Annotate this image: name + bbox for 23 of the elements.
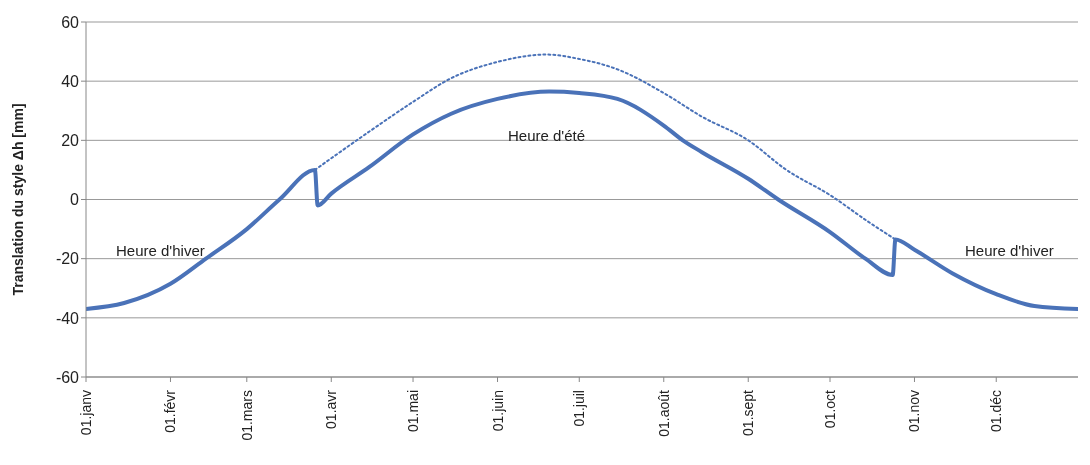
x-tick-label: 01.mai <box>405 390 422 433</box>
x-tick-label: 01.oct <box>822 389 838 429</box>
y-axis-title: Translation du style Δh [mm] <box>9 103 26 296</box>
x-tick-label: 01.avr <box>323 389 340 429</box>
y-tick-label: -60 <box>55 368 80 386</box>
y-tick-label: 40 <box>61 72 80 90</box>
x-tick-label: 01.nov <box>906 390 923 433</box>
x-tick-label: 01.juin <box>489 390 506 432</box>
x-tick-label: 01.janv <box>78 390 94 436</box>
x-tick-label: 01.déc <box>988 390 1005 433</box>
x-tick-label: 01.févr <box>162 389 179 433</box>
annotation: Heure d'été <box>508 127 586 144</box>
y-tick-label: 20 <box>61 132 80 150</box>
x-tick-label: 01.juil <box>571 390 588 427</box>
annotation: Heure d'hiver <box>965 242 1054 259</box>
y-tick-label: -40 <box>55 309 80 327</box>
y-tick-label: 60 <box>61 13 80 31</box>
y-tick-label: -20 <box>55 250 80 268</box>
x-tick-label: 01.août <box>655 389 672 437</box>
x-tick-label: 01.mars <box>238 390 255 441</box>
x-tick-label: 01.sept <box>740 389 757 436</box>
y-tick-label: 0 <box>70 191 80 209</box>
annotation: Heure d'hiver <box>116 242 205 259</box>
